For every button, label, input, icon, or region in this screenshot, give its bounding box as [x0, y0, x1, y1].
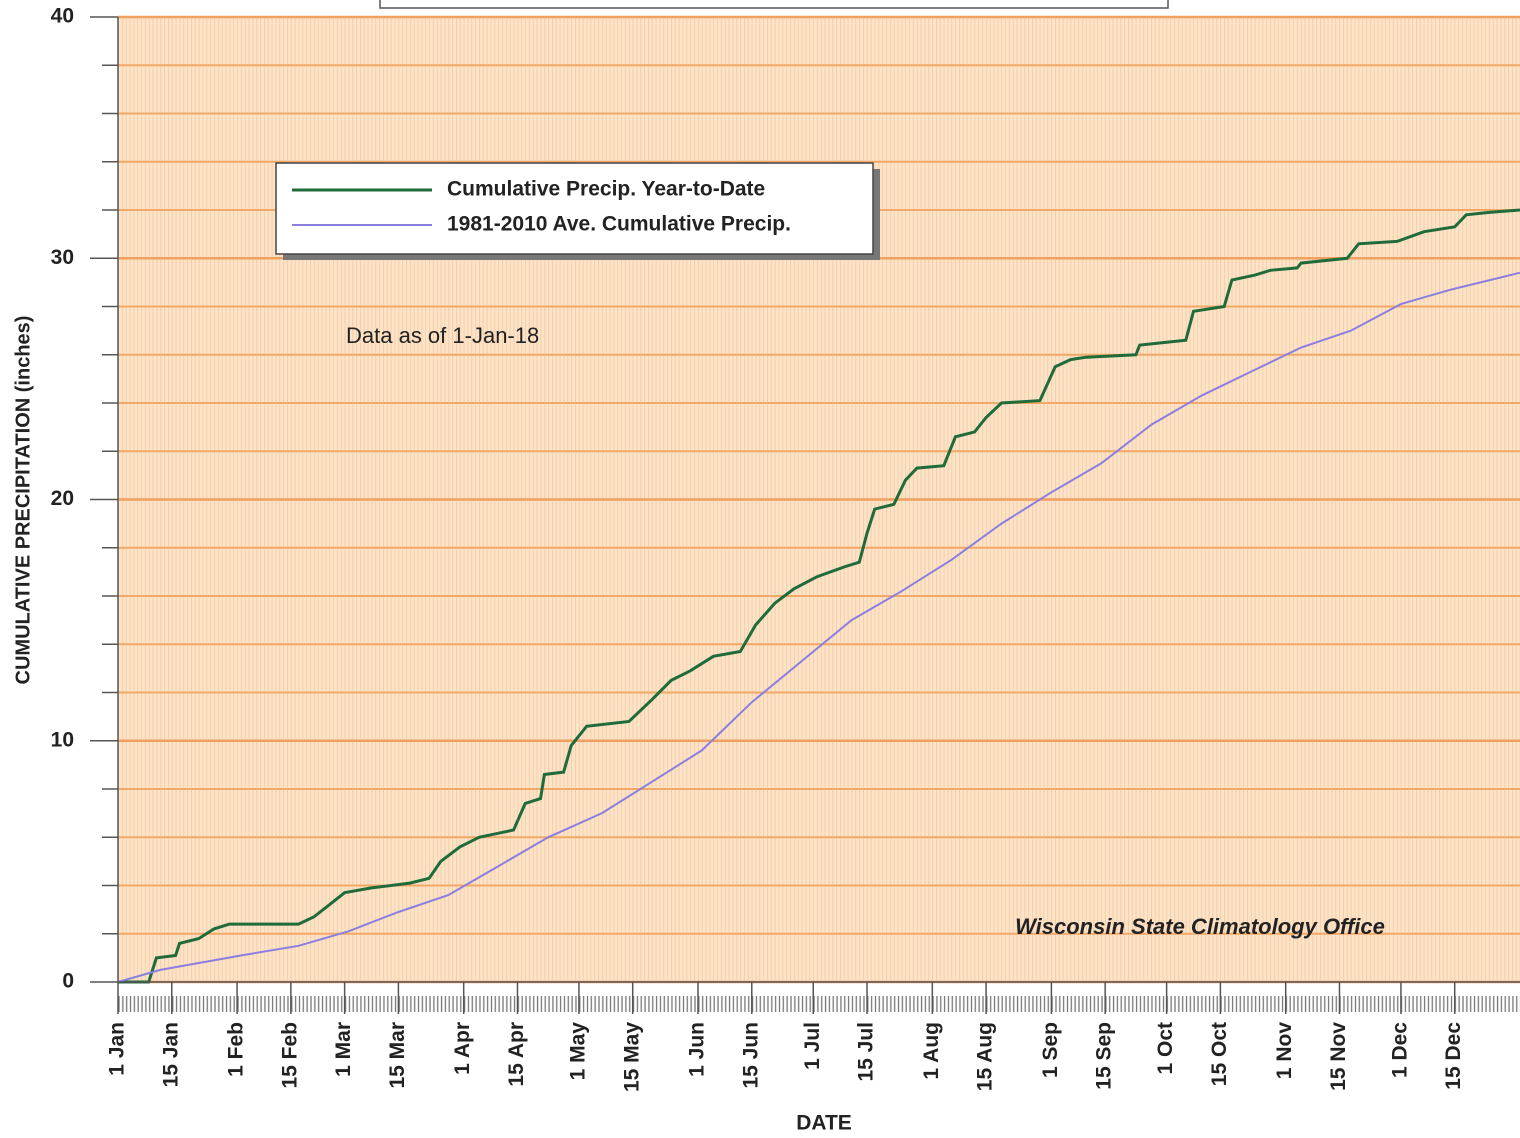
series-line	[118, 208, 1520, 984]
y-tick-label: 0	[62, 970, 74, 993]
x-tick-label: 1 Aug	[920, 1022, 943, 1080]
x-tick-label: 1 Feb	[225, 1022, 248, 1077]
y-tick-label: 10	[51, 728, 74, 751]
x-tick-label: 15 Jul	[855, 1022, 878, 1082]
y-tick-label: 40	[51, 5, 74, 28]
legend: Cumulative Precip. Year-to-Date 1981-2010…	[275, 162, 880, 260]
x-tick-label: 1 Jan	[106, 1022, 129, 1076]
series-line	[117, 271, 1520, 983]
annotation: Data as of 1-Jan-18	[346, 323, 539, 348]
x-tick-label: 1 Oct	[1154, 1022, 1177, 1075]
x-tick-label: 1 May	[566, 1022, 589, 1081]
legend-label: Cumulative Precip. Year-to-Date	[447, 178, 765, 201]
x-tick-label: 15 Nov	[1327, 1022, 1350, 1091]
y-tick-label: 20	[51, 487, 74, 510]
x-tick-label: 15 May	[620, 1022, 643, 1092]
legend-label: 1981-2010 Ave. Cumulative Precip.	[447, 213, 791, 236]
x-tick-label: 15 Apr	[505, 1022, 528, 1087]
y-axis-title: CUMULATIVE PRECIPITATION (inches)	[12, 316, 34, 685]
x-tick-label: 1 Dec	[1388, 1022, 1411, 1078]
x-tick-label: 1 Jun	[686, 1022, 709, 1077]
day-tick-strip	[118, 996, 1520, 1012]
x-tick-label: 15 Aug	[974, 1022, 997, 1091]
x-tick-label: 1 Sep	[1039, 1022, 1062, 1078]
x-tick-label: 15 Sep	[1093, 1022, 1116, 1090]
x-tick-label: 1 Nov	[1273, 1022, 1296, 1080]
x-tick-label: 1 Mar	[332, 1022, 355, 1077]
annotation: Wisconsin State Climatology Office	[1015, 914, 1385, 939]
y-tick-label: 30	[51, 246, 74, 269]
title-box	[379, 0, 1169, 9]
x-tick-label: 15 Jan	[159, 1022, 182, 1087]
x-tick-label: 15 Dec	[1442, 1022, 1465, 1090]
x-tick-label: 15 Mar	[386, 1022, 409, 1089]
x-tick-label: 15 Oct	[1208, 1022, 1231, 1086]
x-tick-label: 15 Feb	[278, 1022, 301, 1089]
x-tick-label: 1 Apr	[451, 1022, 474, 1075]
x-tick-label: 1 Jul	[801, 1022, 824, 1070]
x-tick-label: 15 Jun	[739, 1022, 762, 1089]
legend-box	[275, 162, 874, 255]
x-axis-title: DATE	[796, 1112, 852, 1135]
